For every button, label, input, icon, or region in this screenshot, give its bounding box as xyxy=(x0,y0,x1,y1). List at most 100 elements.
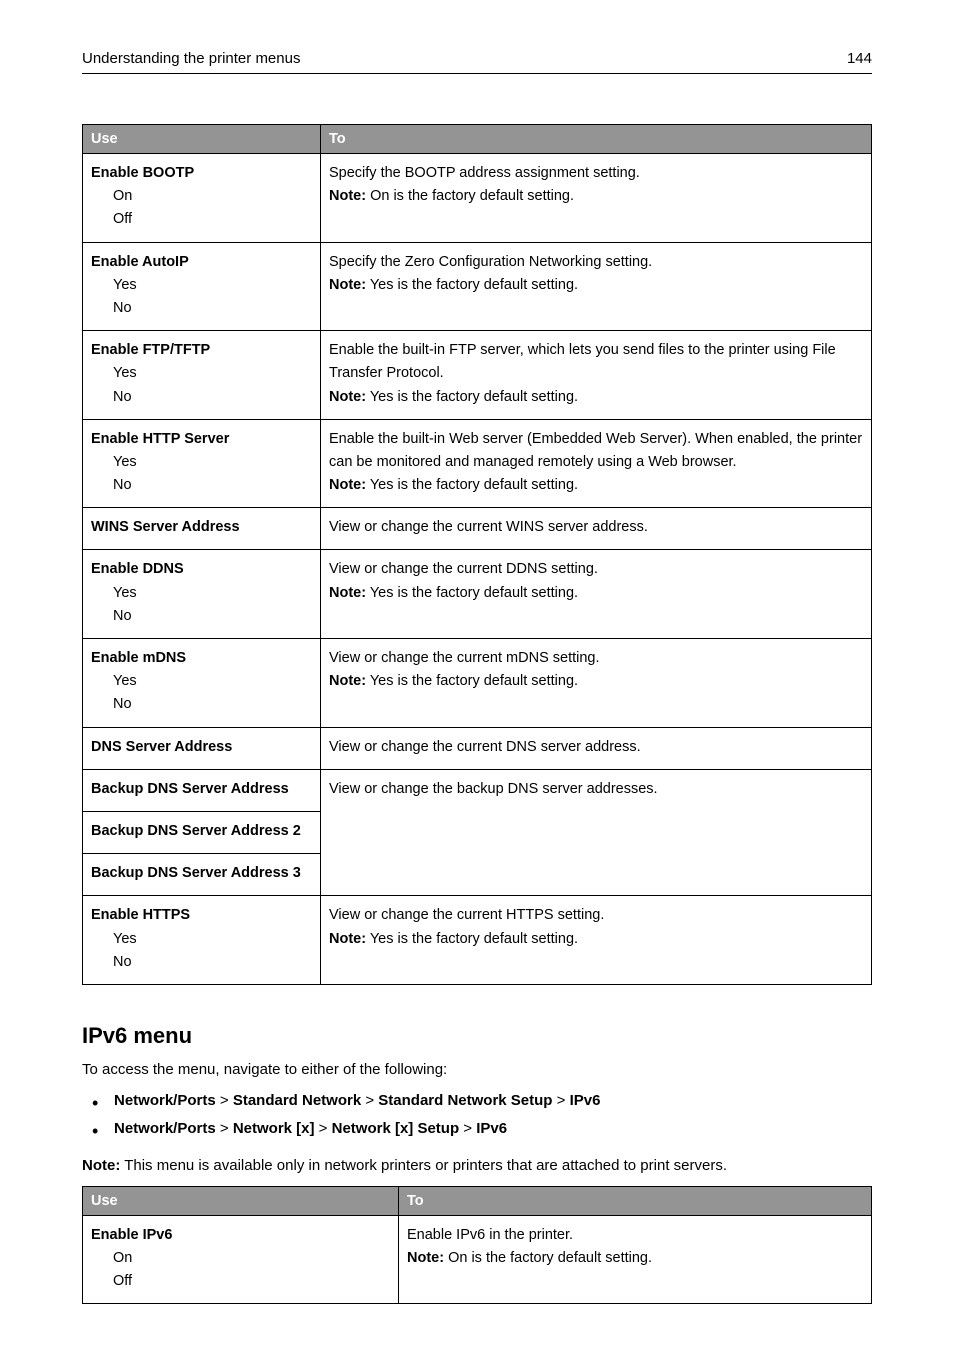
setting-name: Enable HTTPS xyxy=(91,904,312,927)
use-cell: Enable IPv6 On Off xyxy=(83,1215,399,1304)
settings-table-2: Use To Enable IPv6 On Off Enable IPv6 in… xyxy=(82,1186,872,1305)
note-label: Note: xyxy=(329,477,366,493)
note-label: Note: xyxy=(82,1157,120,1174)
use-cell: Backup DNS Server Address xyxy=(83,769,321,811)
setting-name: Enable FTP/TFTP xyxy=(91,339,312,362)
setting-desc: View or change the backup DNS server add… xyxy=(329,778,863,801)
setting-note: Note: Yes is the factory default setting… xyxy=(329,928,863,951)
to-cell: Specify the BOOTP address assignment set… xyxy=(321,154,872,243)
setting-option: No xyxy=(91,297,312,320)
table-header-row: Use To xyxy=(83,1186,872,1215)
table-row: DNS Server Address View or change the cu… xyxy=(83,727,872,769)
col-to-header: To xyxy=(399,1186,872,1215)
setting-option: No xyxy=(91,693,312,716)
setting-option: Yes xyxy=(91,928,312,951)
note-text: Yes is the factory default setting. xyxy=(366,931,578,947)
running-header: Understanding the printer menus 144 xyxy=(82,50,872,74)
note-text: Yes is the factory default setting. xyxy=(366,673,578,689)
setting-desc: Enable the built-in Web server (Embedded… xyxy=(329,428,863,474)
page-number: 144 xyxy=(847,50,872,67)
settings-table-1: Use To Enable BOOTP On Off Specify the B… xyxy=(82,124,872,985)
setting-desc: View or change the current mDNS setting. xyxy=(329,647,863,670)
to-cell: View or change the current DNS server ad… xyxy=(321,727,872,769)
setting-desc: View or change the current DNS server ad… xyxy=(329,736,863,759)
table-row: Enable BOOTP On Off Specify the BOOTP ad… xyxy=(83,154,872,243)
setting-name: Backup DNS Server Address 2 xyxy=(91,820,312,843)
note-text: On is the factory default setting. xyxy=(444,1250,652,1266)
section-intro: To access the menu, navigate to either o… xyxy=(82,1061,872,1078)
col-use-header: Use xyxy=(83,125,321,154)
use-cell: Backup DNS Server Address 2 xyxy=(83,811,321,853)
note-text: Yes is the factory default setting. xyxy=(366,277,578,293)
setting-name: Backup DNS Server Address 3 xyxy=(91,862,312,885)
note-label: Note: xyxy=(329,188,366,204)
setting-name: Enable DDNS xyxy=(91,558,312,581)
use-cell: Backup DNS Server Address 3 xyxy=(83,854,321,896)
note-text: This menu is available only in network p… xyxy=(120,1157,727,1174)
path-sep: > xyxy=(216,1120,233,1137)
path-sep: > xyxy=(459,1120,476,1137)
setting-option: On xyxy=(91,1247,390,1270)
col-use-header: Use xyxy=(83,1186,399,1215)
setting-desc: Enable the built-in FTP server, which le… xyxy=(329,339,863,385)
to-cell: Enable the built-in FTP server, which le… xyxy=(321,331,872,420)
note-label: Note: xyxy=(329,931,366,947)
setting-name: Enable IPv6 xyxy=(91,1224,390,1247)
setting-name: Enable BOOTP xyxy=(91,162,312,185)
col-to-header: To xyxy=(321,125,872,154)
to-cell: View or change the current HTTPS setting… xyxy=(321,896,872,985)
table-row: Enable IPv6 On Off Enable IPv6 in the pr… xyxy=(83,1215,872,1304)
setting-desc: Enable IPv6 in the printer. xyxy=(407,1224,863,1247)
setting-desc: View or change the current DDNS setting. xyxy=(329,558,863,581)
section-note: Note: This menu is available only in net… xyxy=(82,1157,872,1174)
path-segment: IPv6 xyxy=(570,1092,601,1109)
use-cell: Enable FTP/TFTP Yes No xyxy=(83,331,321,420)
section-heading-ipv6: IPv6 menu xyxy=(82,1023,872,1049)
setting-name: Enable HTTP Server xyxy=(91,428,312,451)
to-cell: View or change the current mDNS setting.… xyxy=(321,639,872,728)
table-header-row: Use To xyxy=(83,125,872,154)
setting-option: Off xyxy=(91,208,312,231)
note-text: Yes is the factory default setting. xyxy=(366,477,578,493)
document-page: Understanding the printer menus 144 Use … xyxy=(0,0,954,1364)
table-row: Enable FTP/TFTP Yes No Enable the built-… xyxy=(83,331,872,420)
use-cell: Enable mDNS Yes No xyxy=(83,639,321,728)
use-cell: Enable BOOTP On Off xyxy=(83,154,321,243)
note-label: Note: xyxy=(329,585,366,601)
to-cell: Enable the built-in Web server (Embedded… xyxy=(321,419,872,508)
setting-option: Yes xyxy=(91,362,312,385)
setting-desc: Specify the BOOTP address assignment set… xyxy=(329,162,863,185)
note-label: Note: xyxy=(329,277,366,293)
nav-path-list: Network/Ports > Standard Network > Stand… xyxy=(82,1090,872,1141)
setting-desc: View or change the current WINS server a… xyxy=(329,516,863,539)
path-segment: Standard Network Setup xyxy=(378,1092,552,1109)
setting-option: No xyxy=(91,386,312,409)
path-segment: Network [x] Setup xyxy=(332,1120,460,1137)
use-cell: DNS Server Address xyxy=(83,727,321,769)
setting-option: No xyxy=(91,951,312,974)
nav-path-item: Network/Ports > Network [x] > Network [x… xyxy=(110,1118,872,1141)
setting-option: Yes xyxy=(91,670,312,693)
path-sep: > xyxy=(315,1120,332,1137)
setting-name: Backup DNS Server Address xyxy=(91,778,312,801)
nav-path-item: Network/Ports > Standard Network > Stand… xyxy=(110,1090,872,1113)
setting-option: No xyxy=(91,474,312,497)
note-label: Note: xyxy=(407,1250,444,1266)
setting-note: Note: Yes is the factory default setting… xyxy=(329,474,863,497)
setting-name: Enable AutoIP xyxy=(91,251,312,274)
to-cell: Specify the Zero Configuration Networkin… xyxy=(321,242,872,331)
note-text: Yes is the factory default setting. xyxy=(366,585,578,601)
setting-option: On xyxy=(91,185,312,208)
header-title: Understanding the printer menus xyxy=(82,50,300,67)
setting-name: DNS Server Address xyxy=(91,736,312,759)
use-cell: Enable HTTPS Yes No xyxy=(83,896,321,985)
note-label: Note: xyxy=(329,389,366,405)
path-sep: > xyxy=(216,1092,233,1109)
table-row: Enable mDNS Yes No View or change the cu… xyxy=(83,639,872,728)
setting-option: Off xyxy=(91,1270,390,1293)
path-segment: IPv6 xyxy=(476,1120,507,1137)
to-cell: Enable IPv6 in the printer. Note: On is … xyxy=(399,1215,872,1304)
setting-note: Note: Yes is the factory default setting… xyxy=(329,582,863,605)
path-sep: > xyxy=(361,1092,378,1109)
setting-note: Note: Yes is the factory default setting… xyxy=(329,670,863,693)
